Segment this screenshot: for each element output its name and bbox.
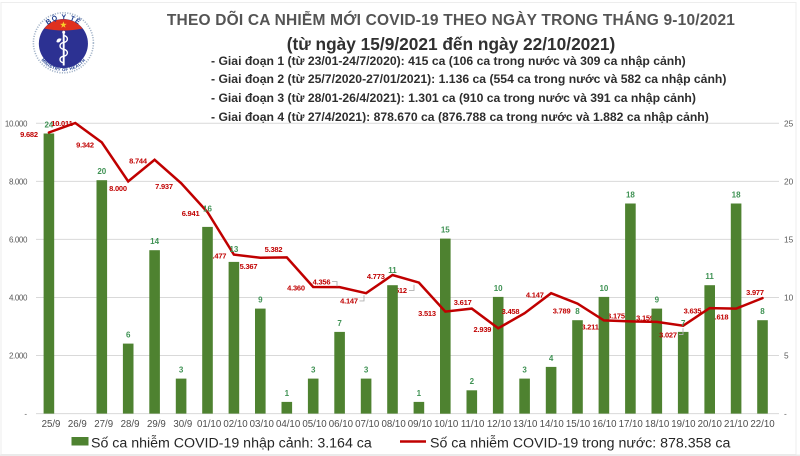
svg-text:04/10: 04/10: [276, 419, 301, 430]
svg-text:Số ca nhiễm COVID-19 nhập cảnh: Số ca nhiễm COVID-19 nhập cảnh: 3.164 ca: [91, 435, 372, 452]
svg-text:3.513: 3.513: [418, 309, 436, 318]
svg-text:15: 15: [441, 226, 450, 235]
svg-text:20: 20: [97, 167, 106, 176]
svg-text:7: 7: [681, 319, 686, 328]
svg-text:3.635: 3.635: [684, 306, 702, 315]
svg-text:6.941: 6.941: [182, 209, 200, 218]
svg-text:09/10: 09/10: [408, 419, 433, 430]
svg-text:3: 3: [522, 366, 527, 375]
svg-text:4.360: 4.360: [287, 284, 305, 293]
svg-text:2: 2: [470, 377, 475, 386]
svg-text:4: 4: [549, 354, 554, 363]
svg-text:8.000: 8.000: [109, 184, 127, 193]
svg-text:06/10: 06/10: [329, 419, 354, 430]
svg-text:25/9: 25/9: [42, 419, 61, 430]
svg-text:07/10: 07/10: [355, 419, 380, 430]
svg-text:5.367: 5.367: [240, 262, 258, 271]
svg-text:11/10: 11/10: [461, 419, 485, 430]
svg-text:6.000: 6.000: [9, 235, 28, 244]
svg-text:13: 13: [229, 245, 238, 254]
svg-text:02/10: 02/10: [223, 419, 248, 430]
svg-text:4.773: 4.773: [367, 272, 385, 281]
svg-text:19/10: 19/10: [671, 419, 696, 430]
svg-text:3.159: 3.159: [636, 313, 654, 322]
svg-text:21/10: 21/10: [724, 419, 749, 430]
svg-text:4.000: 4.000: [9, 294, 28, 303]
svg-text:25: 25: [784, 118, 794, 128]
svg-text:5.477: 5.477: [209, 251, 227, 260]
svg-text:10.000: 10.000: [5, 119, 28, 128]
svg-text:10/10: 10/10: [434, 419, 459, 430]
svg-text:10.011: 10.011: [51, 119, 72, 128]
svg-text:13/10: 13/10: [513, 419, 538, 430]
svg-text:30/9: 30/9: [173, 419, 192, 430]
svg-text:11: 11: [705, 272, 714, 281]
svg-text:3.027: 3.027: [659, 330, 677, 339]
svg-text:9.682: 9.682: [20, 130, 38, 139]
svg-text:10: 10: [784, 293, 794, 303]
svg-text:3.789: 3.789: [553, 307, 571, 316]
svg-text:15/10: 15/10: [566, 419, 591, 430]
svg-text:20/10: 20/10: [698, 419, 723, 430]
svg-text:3.211: 3.211: [581, 322, 598, 331]
svg-text:03/10: 03/10: [250, 419, 275, 430]
svg-text:18: 18: [732, 190, 741, 199]
svg-text:29/9: 29/9: [147, 419, 166, 430]
svg-text:4.147: 4.147: [340, 297, 358, 306]
svg-text:4.512: 4.512: [389, 286, 407, 295]
svg-text:9.342: 9.342: [76, 140, 94, 149]
svg-text:5.382: 5.382: [265, 245, 283, 254]
svg-text:7.937: 7.937: [155, 182, 173, 191]
svg-text:18: 18: [626, 190, 635, 199]
svg-text:16: 16: [203, 204, 212, 213]
svg-text:10: 10: [599, 284, 608, 293]
svg-text:22/10: 22/10: [750, 419, 775, 430]
svg-text:3.977: 3.977: [746, 288, 764, 297]
svg-text:-: -: [24, 410, 27, 419]
svg-text:26/9: 26/9: [68, 419, 87, 430]
svg-text:8: 8: [760, 307, 765, 316]
svg-text:8: 8: [575, 307, 580, 316]
svg-text:24: 24: [44, 120, 53, 129]
svg-text:20: 20: [784, 176, 794, 186]
svg-text:6: 6: [126, 331, 131, 340]
svg-text:11: 11: [388, 266, 397, 275]
svg-text:7: 7: [337, 319, 342, 328]
svg-text:9: 9: [258, 296, 263, 305]
svg-text:4.356: 4.356: [313, 277, 331, 286]
svg-text:3.458: 3.458: [502, 307, 520, 316]
svg-text:3: 3: [364, 366, 369, 375]
svg-text:10: 10: [494, 284, 503, 293]
svg-text:28/9: 28/9: [121, 419, 140, 430]
svg-text:-: -: [784, 409, 787, 419]
svg-text:01/10: 01/10: [197, 419, 222, 430]
svg-text:3: 3: [311, 366, 316, 375]
svg-text:14: 14: [150, 237, 159, 246]
svg-text:2.000: 2.000: [9, 352, 28, 361]
svg-text:3: 3: [179, 366, 184, 375]
svg-text:3.617: 3.617: [454, 298, 472, 307]
svg-text:17/10: 17/10: [619, 419, 644, 430]
svg-text:14/10: 14/10: [540, 419, 565, 430]
svg-text:Số ca nhiễm COVID-19 trong nướ: Số ca nhiễm COVID-19 trong nước: 878.358…: [430, 435, 730, 452]
svg-text:27/9: 27/9: [94, 419, 113, 430]
svg-text:12/10: 12/10: [487, 419, 512, 430]
svg-text:4.147: 4.147: [526, 290, 544, 299]
svg-text:1: 1: [285, 389, 290, 398]
svg-text:8.744: 8.744: [129, 157, 148, 166]
svg-text:2.939: 2.939: [474, 325, 492, 334]
svg-text:3.618: 3.618: [711, 312, 729, 321]
svg-text:08/10: 08/10: [381, 419, 406, 430]
svg-text:5: 5: [784, 351, 789, 361]
svg-text:8.000: 8.000: [9, 177, 28, 186]
svg-text:18/10: 18/10: [645, 419, 670, 430]
svg-text:3.175: 3.175: [607, 311, 625, 320]
svg-text:1: 1: [417, 389, 422, 398]
svg-text:9: 9: [655, 296, 660, 305]
svg-text:16/10: 16/10: [592, 419, 617, 430]
svg-text:15: 15: [784, 234, 794, 244]
svg-text:05/10: 05/10: [302, 419, 327, 430]
